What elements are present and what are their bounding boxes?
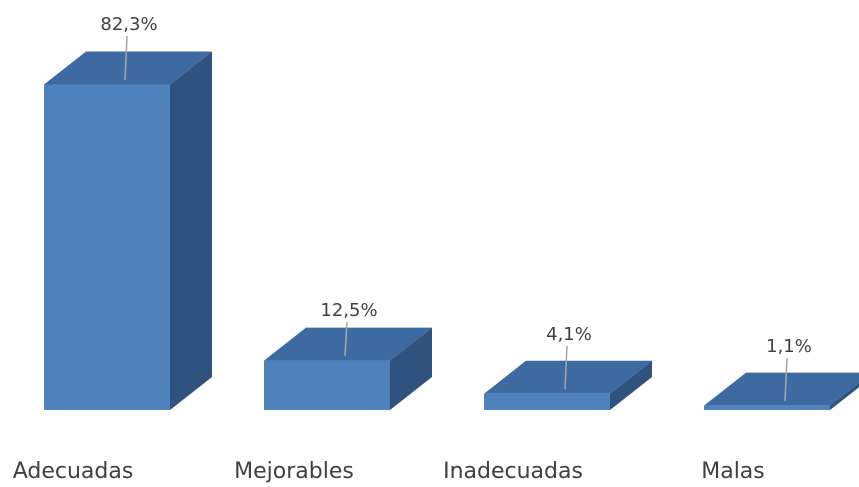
category-label: Malas [701,459,765,484]
bar-side-face [610,360,652,410]
bar-side-face [170,51,212,410]
data-label-leader-line [784,357,788,402]
bar-mejorables [264,327,432,410]
bar-side-face [390,327,432,410]
bar-top-face [44,51,212,85]
bar-adecuadas [44,51,212,410]
bar-inadecuadas [484,360,652,410]
bar-top-face [264,327,432,361]
bar-top-face [704,372,859,406]
data-label: 12,5% [320,300,377,321]
bar-malas [704,372,859,410]
bar-front-face [264,360,390,410]
category-label: Adecuadas [13,459,134,484]
bar-top-face [484,360,652,394]
bar-side-face [830,382,859,410]
data-label-leader-line [564,345,568,390]
bar-front-face [484,393,610,410]
data-label: 82,3% [100,14,157,35]
data-label: 1,1% [766,336,812,357]
data-label: 4,1% [546,324,592,345]
data-label-leader-line [124,35,128,81]
data-label-leader-line [344,321,348,357]
category-label: Mejorables [234,459,354,484]
category-label: Inadecuadas [443,459,583,484]
bar-front-face [704,405,830,410]
bar-front-face [44,84,170,410]
